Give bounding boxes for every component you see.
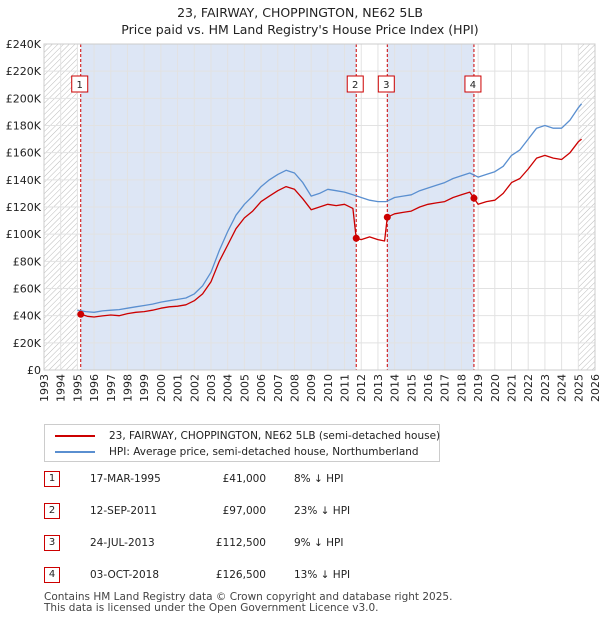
sale-hpi-diff: 9% ↓ HPI xyxy=(294,537,344,549)
y-axis-labels: £0 £20K £40K £60K £80K £100K £120K £140K £160K £1… xyxy=(6,38,42,377)
x-tick-label: 2018 xyxy=(455,374,468,402)
sale-point xyxy=(470,194,478,202)
footer-notice: Contains HM Land Registry data © Crown c… xyxy=(44,592,452,614)
x-axis-labels: 1993 1994 1995 1996 1997 1998 1999 2000 2001 2002… xyxy=(38,374,600,402)
sale-marker-box xyxy=(346,75,364,93)
legend-label-hpi: HPI: Average price, semi-detached house,… xyxy=(109,446,419,458)
x-tick-label: 2020 xyxy=(489,374,502,402)
chart-title: 23, FAIRWAY, CHOPPINGTON, NE62 5LB Price… xyxy=(0,4,600,38)
x-tick-label: 2015 xyxy=(405,374,418,402)
y-tick-label: £160K xyxy=(6,147,42,160)
sale-markers: 1 2 3 4 xyxy=(71,75,482,93)
sale-marker-box xyxy=(464,75,482,93)
y-tick-label: £240K xyxy=(6,38,42,51)
x-tick-label: 1995 xyxy=(71,374,84,402)
x-tick-label: 2026 xyxy=(589,374,600,402)
x-tick-label: 2012 xyxy=(355,374,368,402)
sale-date: 24-JUL-2013 xyxy=(90,537,155,549)
sale-marker-label: 4 xyxy=(470,80,476,91)
x-tick-label: 2014 xyxy=(389,374,402,402)
sale-price: £97,000 xyxy=(222,505,266,517)
sale-row: 4 03-OCT-2018 £126,500 13% ↓ HPI xyxy=(44,566,564,586)
y-tick-label: £120K xyxy=(6,201,42,214)
x-tick-label: 2006 xyxy=(255,374,268,402)
x-tick-label: 2017 xyxy=(439,374,452,402)
x-tick-label: 2002 xyxy=(188,374,201,402)
sale-marker-box xyxy=(377,75,395,93)
x-tick-label: 2013 xyxy=(372,374,385,402)
sale-hpi-diff: 23% ↓ HPI xyxy=(294,505,351,517)
price-chart: 1 2 3 4 £0 £20K £40K £60K £80K £100K £120K £140K £1… xyxy=(6,38,600,402)
sale-marker-label: 2 xyxy=(352,80,358,91)
title-address: 23, FAIRWAY, CHOPPINGTON, NE62 5LB xyxy=(177,5,423,20)
sale-row: 3 24-JUL-2013 £112,500 9% ↓ HPI xyxy=(44,534,564,554)
sale-point xyxy=(352,234,360,242)
x-tick-label: 2009 xyxy=(305,374,318,402)
x-tick-label: 2004 xyxy=(222,374,235,402)
legend-line-red xyxy=(55,435,95,437)
footer-licence: This data is licensed under the Open Gov… xyxy=(44,602,379,614)
plot-frame xyxy=(43,43,596,371)
x-tick-label: 2007 xyxy=(272,374,285,402)
hpi-line xyxy=(77,103,583,313)
x-tick-label: 2025 xyxy=(572,374,585,402)
x-tick-label: 2003 xyxy=(205,374,218,402)
x-tick-label: 1994 xyxy=(55,374,68,402)
sale-point xyxy=(77,310,85,318)
sale-price: £41,000 xyxy=(222,473,266,485)
sale-marker-label: 3 xyxy=(383,80,389,91)
x-tick-label: 2000 xyxy=(155,374,168,402)
sale-hpi-diff: 8% ↓ HPI xyxy=(294,473,344,485)
x-tick-label: 2023 xyxy=(539,374,552,402)
y-tick-label: £220K xyxy=(6,65,42,78)
y-tick-label: £20K xyxy=(13,337,42,350)
x-tick-label: 1999 xyxy=(138,374,151,402)
x-tick-label: 2010 xyxy=(322,374,335,402)
y-tick-label: £200K xyxy=(6,92,42,105)
sale-marker-box xyxy=(71,75,89,93)
sale-date: 03-OCT-2018 xyxy=(90,569,159,581)
sale-number-badge: 1 xyxy=(44,471,60,487)
legend-line-blue xyxy=(55,451,95,453)
legend-label-price: 23, FAIRWAY, CHOPPINGTON, NE62 5LB (semi… xyxy=(109,430,441,442)
footer-copyright: Contains HM Land Registry data © Crown c… xyxy=(44,591,453,603)
x-tick-label: 1997 xyxy=(105,374,118,402)
sale-marker-label: 1 xyxy=(77,80,83,91)
y-tick-label: £180K xyxy=(6,120,42,133)
y-tick-label: £100K xyxy=(6,228,42,241)
x-tick-label: 2019 xyxy=(472,374,485,402)
x-tick-label: 2024 xyxy=(556,374,569,402)
sale-number-badge: 2 xyxy=(44,503,60,519)
y-tick-label: £140K xyxy=(6,174,42,187)
legend: 23, FAIRWAY, CHOPPINGTON, NE62 5LB (semi… xyxy=(44,424,440,462)
x-tick-label: 2022 xyxy=(522,374,535,402)
sale-point xyxy=(383,213,391,221)
sale-date: 17-MAR-1995 xyxy=(90,473,161,485)
sale-row: 1 17-MAR-1995 £41,000 8% ↓ HPI xyxy=(44,470,564,490)
y-tick-label: £0 xyxy=(27,364,41,377)
sale-points xyxy=(77,194,478,318)
x-tick-label: 2016 xyxy=(422,374,435,402)
x-tick-label: 1996 xyxy=(88,374,101,402)
y-tick-label: £40K xyxy=(13,310,42,323)
x-tick-label: 1998 xyxy=(121,374,134,402)
y-tick-label: £60K xyxy=(13,283,42,296)
sale-date: 12-SEP-2011 xyxy=(90,505,158,517)
x-tick-label: 2005 xyxy=(238,374,251,402)
title-subtitle: Price paid vs. HM Land Registry's House … xyxy=(121,22,479,37)
sale-number-badge: 3 xyxy=(44,535,60,551)
price-paid-line xyxy=(80,138,583,318)
x-tick-label: 2011 xyxy=(339,374,352,402)
sale-price: £126,500 xyxy=(215,569,266,581)
y-tick-label: £80K xyxy=(13,255,42,268)
sale-row: 2 12-SEP-2011 £97,000 23% ↓ HPI xyxy=(44,502,564,522)
sale-number-badge: 4 xyxy=(44,567,60,583)
x-tick-label: 1993 xyxy=(38,374,51,402)
x-tick-label: 2021 xyxy=(506,374,519,402)
x-tick-label: 2001 xyxy=(172,374,185,402)
sale-price: £112,500 xyxy=(215,537,266,549)
series-lines xyxy=(77,103,583,318)
sale-hpi-diff: 13% ↓ HPI xyxy=(294,569,351,581)
x-tick-label: 2008 xyxy=(288,374,301,402)
